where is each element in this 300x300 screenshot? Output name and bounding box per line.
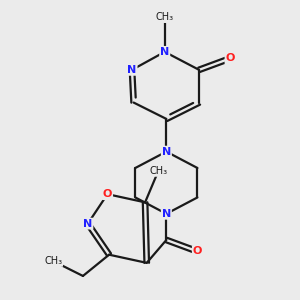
Text: N: N: [160, 47, 169, 57]
Text: CH₃: CH₃: [149, 166, 167, 176]
Text: N: N: [162, 209, 171, 219]
Text: O: O: [103, 189, 112, 199]
Text: N: N: [128, 65, 136, 75]
Text: CH₃: CH₃: [156, 13, 174, 22]
Text: O: O: [193, 246, 202, 256]
Text: N: N: [83, 219, 92, 229]
Text: O: O: [226, 53, 235, 63]
Text: N: N: [162, 147, 171, 157]
Text: CH₃: CH₃: [44, 256, 63, 266]
